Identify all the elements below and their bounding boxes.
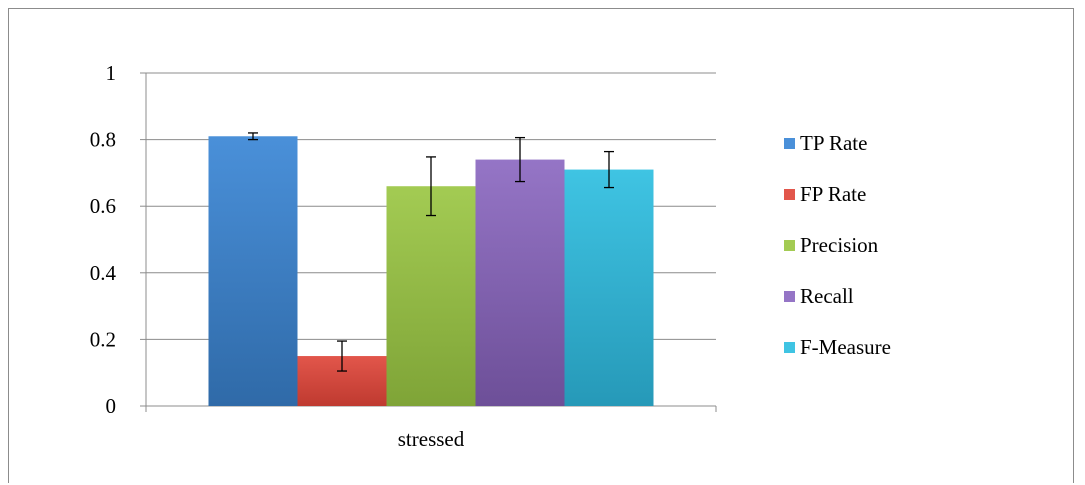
- bar-recall: [475, 159, 565, 406]
- y-tick-labels: 0 0.2 0.4 0.6 0.8 1: [90, 61, 117, 418]
- legend-swatch: [784, 342, 795, 353]
- y-tick-label: 0: [106, 394, 117, 418]
- x-tick-label: stressed: [398, 427, 465, 451]
- legend-item: Recall: [784, 284, 854, 308]
- bar-precision: [386, 186, 476, 406]
- y-tick-label: 0.8: [90, 128, 116, 152]
- legend-swatch: [784, 138, 795, 149]
- bar-f-measure: [564, 169, 654, 406]
- y-tick-label: 0.6: [90, 194, 116, 218]
- legend-swatch: [784, 291, 795, 302]
- legend-item: Precision: [784, 233, 879, 257]
- bar-tp-rate: [208, 136, 298, 406]
- legend-label: F-Measure: [800, 335, 891, 359]
- legend-label: FP Rate: [800, 182, 866, 206]
- legend-item: FP Rate: [784, 182, 866, 206]
- legend-swatch: [784, 189, 795, 200]
- error-bars: [248, 132, 614, 372]
- legend-item: TP Rate: [784, 131, 867, 155]
- x-tick-labels: stressed: [398, 427, 465, 451]
- legend-item: F-Measure: [784, 335, 891, 359]
- legend: TP Rate FP Rate Precision Recall F-Measure: [784, 131, 891, 359]
- y-tick-label: 1: [106, 61, 117, 85]
- legend-swatch: [784, 240, 795, 251]
- legend-label: Recall: [800, 284, 854, 308]
- y-tick-label: 0.2: [90, 327, 116, 351]
- legend-label: Precision: [800, 233, 879, 257]
- y-tick-label: 0.4: [90, 261, 117, 285]
- bars: [208, 136, 654, 406]
- legend-label: TP Rate: [800, 131, 867, 155]
